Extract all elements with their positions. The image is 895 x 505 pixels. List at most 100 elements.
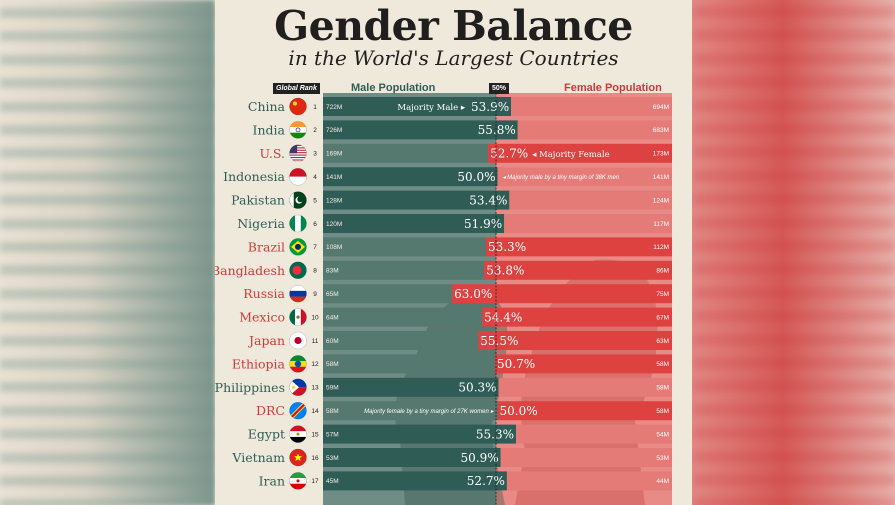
blurred-stripe — [0, 242, 215, 252]
blurred-stripe — [0, 452, 215, 463]
rank-label: 4 — [313, 174, 317, 181]
majority-percentage: 53.3% — [488, 240, 526, 254]
majority-percentage: 52.7% — [467, 474, 505, 488]
male-population-header: Male Population — [351, 82, 436, 94]
blurred-stripe — [692, 333, 895, 346]
bangladesh-flag-icon — [289, 261, 307, 279]
blurred-stripe — [0, 125, 215, 135]
male-bar — [323, 471, 507, 491]
male-population-value: 58M — [326, 361, 339, 368]
female-population-value: 86M — [656, 268, 669, 275]
chart-row: Mexico 10 64M 67M 54.4% — [239, 307, 672, 327]
majority-percentage: 55.3% — [476, 427, 514, 441]
female-population-value: 67M — [656, 314, 669, 321]
female-bar — [485, 237, 672, 257]
blurred-stripe — [692, 216, 895, 229]
female-population-value: 63M — [656, 338, 669, 345]
female-bar — [498, 377, 672, 397]
majority-percentage: 55.8% — [478, 123, 516, 137]
male-bar — [323, 401, 498, 421]
country-label: Philippines — [215, 380, 285, 395]
blurred-stripe — [692, 193, 895, 206]
country-label: Ethiopia — [232, 356, 286, 371]
country-label: Pakistan — [231, 193, 285, 208]
blurred-left-background — [0, 0, 215, 505]
egypt-flag-icon — [289, 425, 307, 443]
majority-percentage: 50.3% — [458, 381, 496, 395]
chart-subtitle: in the World's Largest Countries — [288, 46, 619, 70]
female-population-header: Female Population — [564, 82, 662, 94]
male-bar — [323, 307, 483, 327]
male-population-value: 108M — [326, 244, 342, 251]
chart-row: Brazil 7 108M 112M 53.3% — [248, 237, 672, 257]
rank-label: 10 — [311, 314, 319, 321]
gender-chart: China 1 722M 694M 53.9% Majority Male ▸ India 2… — [215, 93, 672, 505]
female-population-value: 75M — [656, 291, 669, 298]
blurred-stripe — [692, 286, 895, 299]
female-population-value: 112M — [653, 244, 669, 251]
male-bar — [323, 214, 505, 233]
male-population-value: 57M — [326, 431, 339, 438]
blurred-stripe — [0, 171, 215, 182]
male-population-value: 45M — [326, 478, 339, 485]
male-population-value: 722M — [326, 104, 342, 111]
majority-male-annotation: Majority Male ▸ — [397, 103, 465, 113]
country-label: Bangladesh — [215, 263, 285, 278]
blurred-stripe — [0, 382, 215, 393]
rank-label: 3 — [313, 151, 317, 158]
blurred-stripe — [692, 99, 895, 112]
female-population-value: 58M — [656, 408, 669, 415]
chart-row: India 2 726M 683M 55.8% — [253, 120, 672, 140]
blurred-stripe — [0, 195, 215, 206]
majority-percentage: 53.8% — [486, 264, 524, 278]
blurred-stripe — [0, 359, 215, 369]
female-bar — [511, 97, 672, 116]
female-bar — [452, 284, 672, 304]
majority-percentage: 50.9% — [461, 451, 499, 465]
country-label: Mexico — [239, 310, 285, 325]
female-population-value: 141M — [653, 174, 669, 181]
majority-female-annotation: ◂ Majority Female — [532, 150, 610, 160]
rank-label: 7 — [313, 244, 317, 251]
female-population-value: 124M — [653, 197, 669, 204]
rank-label: 5 — [313, 197, 317, 204]
chart-row: Russia 9 65M 75M 63.0% — [243, 284, 672, 304]
fifty-percent-label: 50% — [489, 83, 510, 94]
blurred-stripe — [692, 427, 895, 440]
male-bar — [323, 190, 510, 210]
infographic-card: China 1 722M 694M 53.9% Majority Male ▸ India 2… — [215, 0, 692, 505]
rank-label: 17 — [311, 478, 319, 485]
female-bar — [497, 401, 672, 421]
male-bar — [323, 354, 496, 374]
blurred-stripe — [692, 497, 895, 505]
female-population-value: 694M — [653, 104, 669, 111]
female-bar — [488, 143, 672, 163]
male-population-value: 53M — [326, 455, 339, 462]
blurred-stripe — [0, 429, 215, 440]
blurred-stripe — [692, 52, 895, 65]
blurred-stripe — [0, 8, 215, 18]
tiny-margin-note: ◂ Majority male by a tiny margin of 38K … — [503, 175, 620, 181]
chart-row: Ethiopia 12 58M 58M 50.7% — [232, 354, 672, 374]
female-bar — [509, 190, 672, 210]
blurred-stripe — [0, 335, 215, 346]
rank-label: 8 — [313, 268, 317, 275]
blurred-stripe — [692, 474, 895, 486]
male-population-value: 128M — [326, 197, 342, 204]
male-bar — [323, 448, 501, 467]
female-bar — [495, 354, 672, 374]
vietnam-flag-icon — [289, 449, 307, 466]
female-population-value: 54M — [656, 431, 669, 438]
blurred-stripe — [692, 123, 895, 135]
blurred-stripe — [692, 263, 895, 276]
philippines-flag-icon — [289, 378, 307, 396]
country-label: U.S. — [260, 146, 285, 161]
majority-percentage: 53.9% — [471, 100, 509, 114]
blurred-stripe — [692, 450, 895, 463]
majority-percentage: 50.0% — [500, 404, 538, 418]
chart-row: Bangladesh 8 83M 86M 53.8% — [215, 260, 672, 280]
country-label: Russia — [243, 286, 285, 301]
chart-title: Gender Balance — [274, 2, 633, 50]
male-bar — [323, 120, 518, 140]
iran-flag-icon — [289, 472, 307, 490]
